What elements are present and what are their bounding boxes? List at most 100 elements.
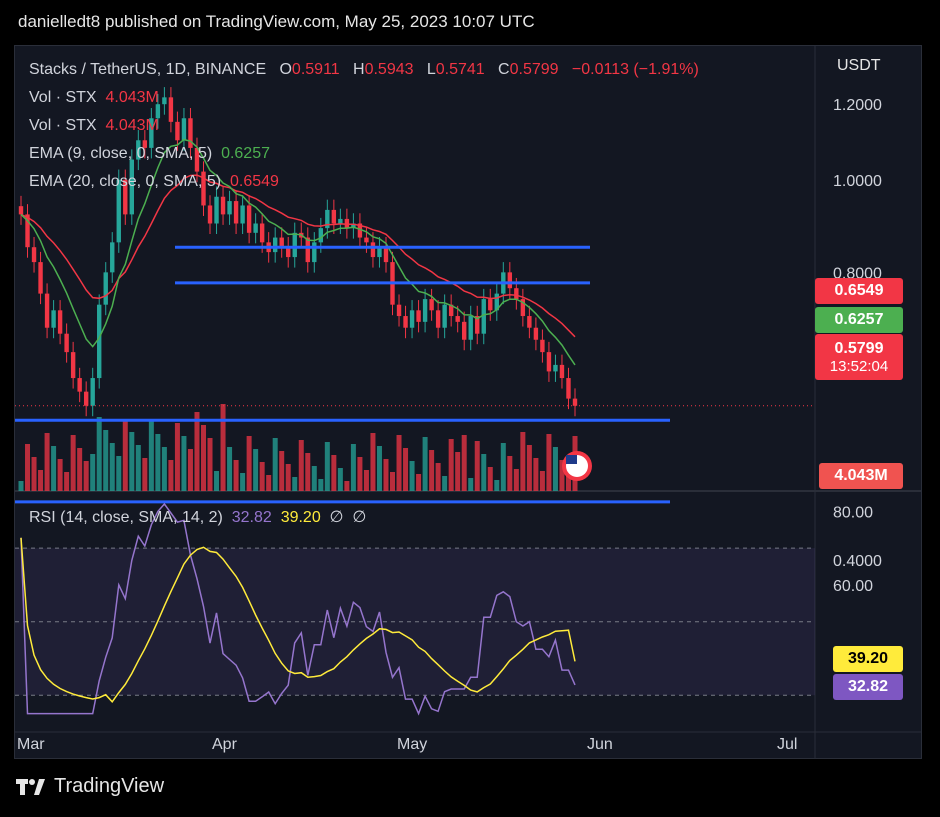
- volume-bar: [324, 442, 330, 491]
- volume-bar: [220, 404, 226, 491]
- candle-body: [409, 310, 415, 328]
- candle-body: [540, 339, 545, 353]
- volume-bar: [181, 436, 187, 491]
- ema9-legend[interactable]: EMA (9, close, 0, SMA, 5) 0.6257: [29, 145, 270, 163]
- candle-body: [188, 118, 193, 148]
- volume-bar: [350, 444, 356, 491]
- volume-bar: [331, 455, 337, 491]
- volume-bar: [246, 436, 252, 491]
- candle-body: [149, 118, 154, 148]
- rsi-ma-value: 39.20: [280, 509, 321, 526]
- candle-body: [468, 316, 473, 340]
- candle-body: [181, 118, 187, 141]
- candle-body: [559, 364, 565, 379]
- volume-bar: [487, 467, 493, 491]
- candle-body: [292, 232, 297, 258]
- volume-bar: [103, 430, 109, 491]
- volume-bar: [552, 447, 558, 491]
- open-value: 0.5911: [291, 61, 340, 78]
- last-price-tag: 0.5799 13:52:04: [815, 334, 903, 380]
- volume-tag: 4.043M: [819, 463, 903, 489]
- vol2-legend[interactable]: Vol · STX 4.043M: [29, 117, 159, 135]
- volume-bar: [266, 475, 272, 491]
- tradingview-logo-icon: [16, 777, 46, 797]
- volume-bar: [507, 456, 513, 491]
- low-label: L: [426, 61, 436, 78]
- volume-bar: [461, 435, 467, 491]
- volume-bar: [148, 421, 154, 491]
- candle-body: [259, 223, 265, 243]
- candle-body: [142, 140, 148, 148]
- candle-body: [475, 316, 480, 334]
- footer-brand[interactable]: TradingView: [16, 775, 164, 798]
- candle-body: [155, 104, 161, 119]
- volume-bar: [305, 453, 311, 491]
- volume-bar: [409, 461, 415, 491]
- volume-bar: [442, 476, 448, 491]
- ema20-legend[interactable]: EMA (20, close, 0, SMA, 5) 0.6549: [29, 173, 279, 191]
- candle-body: [377, 247, 382, 258]
- price-tick-label: 1.0000: [833, 173, 882, 190]
- candle-body: [572, 398, 578, 406]
- candle-body: [344, 218, 350, 229]
- time-tick-label: Mar: [17, 736, 45, 753]
- volume-bar: [187, 449, 193, 491]
- volume-bar: [292, 477, 298, 491]
- time-tick-label: Apr: [212, 736, 238, 753]
- candle-body: [123, 179, 128, 215]
- volume-bar: [526, 445, 532, 491]
- candle-body: [357, 223, 363, 238]
- rsi-tick-label: 60.00: [833, 578, 873, 595]
- ema9-line: [20, 138, 576, 366]
- ema20-tag: 0.6549: [815, 278, 903, 304]
- candle-body: [442, 304, 447, 328]
- candle-body: [25, 214, 30, 248]
- volume-bar: [337, 468, 343, 491]
- volume-bar: [422, 437, 428, 491]
- volume-bar: [481, 454, 487, 491]
- ema9-label: EMA (9, close, 0, SMA, 5): [29, 145, 213, 162]
- rsi-legend[interactable]: RSI (14, close, SMA, 14, 2) 32.82 39.20 …: [29, 507, 366, 527]
- footer-brand-text: TradingView: [54, 775, 165, 797]
- volume-bar: [135, 445, 141, 491]
- rsi-ma-tag: 39.20: [833, 646, 903, 672]
- candle-body: [168, 97, 174, 122]
- candle-body: [546, 352, 552, 372]
- candle-body: [31, 247, 37, 263]
- volume-bar: [435, 463, 441, 491]
- candle-body: [246, 205, 252, 233]
- candle-body: [488, 299, 493, 311]
- candle-body: [481, 299, 486, 334]
- candle-body: [233, 201, 239, 224]
- time-tick-label: May: [397, 736, 427, 753]
- chart-frame[interactable]: 1.2000 1.0000 0.8000 0.4000 80.00 60.00 Mar Apr…: [14, 45, 922, 759]
- volume-bar: [539, 471, 545, 491]
- volume-bar: [357, 457, 363, 491]
- candle-body: [214, 196, 219, 224]
- volume-bar: [513, 469, 519, 491]
- candle-body: [90, 378, 95, 406]
- candle-body: [220, 196, 226, 215]
- vol1-value: 4.043M: [105, 89, 159, 106]
- volume-bar: [403, 448, 409, 491]
- candle-body: [520, 299, 526, 317]
- vol1-legend[interactable]: Vol · STX 4.043M: [29, 89, 159, 107]
- ema9-value: 0.6257: [221, 145, 270, 162]
- volume-bar: [44, 433, 50, 491]
- volume-bar: [279, 451, 285, 491]
- candle-body: [103, 272, 108, 305]
- candle-body: [416, 310, 421, 322]
- candle-body: [38, 262, 43, 294]
- volume-bar: [474, 441, 480, 491]
- volume-bar: [207, 438, 213, 491]
- volume-bar: [25, 444, 31, 491]
- volume-bar: [122, 419, 128, 491]
- vol1-label: Vol · STX: [29, 89, 97, 106]
- volume-bar: [396, 435, 402, 491]
- ema20-line: [20, 174, 576, 338]
- high-label: H: [353, 61, 365, 78]
- volume-bar: [383, 459, 389, 491]
- last-price-value: 0.5799: [834, 339, 884, 357]
- volume-bar: [500, 443, 506, 491]
